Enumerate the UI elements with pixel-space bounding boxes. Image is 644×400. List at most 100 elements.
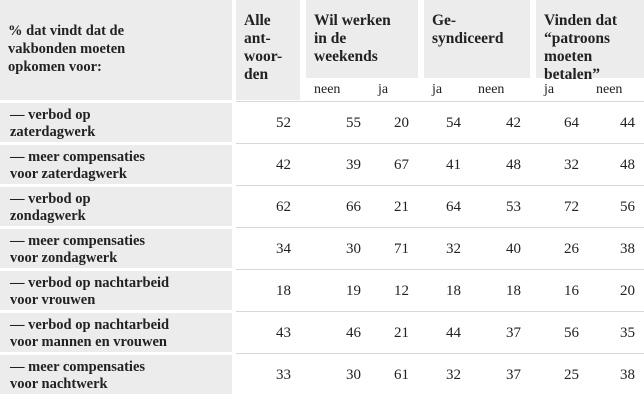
value-cell: 71 [394, 241, 409, 257]
column-header: Alle ant-woor-den [236, 0, 300, 100]
value-cell: 44 [620, 115, 635, 131]
row-label: — verbod op zondagwerk [0, 187, 232, 226]
column-header: Wil werken in de weekends [306, 0, 418, 78]
row-label: — verbod op zaterdagwerk [0, 103, 232, 142]
value-cell: 39 [346, 157, 361, 173]
value-cell: 18 [506, 283, 521, 299]
value-cell: 16 [564, 283, 579, 299]
row-label-text: — meer compensaties [10, 233, 146, 249]
row-label-text: voor vrouwen [10, 292, 96, 308]
value-cell: 35 [620, 325, 635, 341]
row-label-text: — verbod op nachtarbeid [10, 275, 170, 291]
sub-header: ja [378, 82, 389, 97]
column-header: Ge-syndiceerd [424, 0, 530, 78]
column-header-text: betalen” [544, 66, 600, 83]
value-cell: 48 [620, 157, 635, 173]
value-cell: 32 [446, 241, 461, 257]
value-cell: 41 [446, 157, 461, 173]
column-header-text: ant- [244, 30, 271, 47]
value-cell: 32 [564, 157, 579, 173]
value-cell: 46 [346, 325, 361, 341]
value-cell: 54 [446, 115, 461, 131]
value-cell: 18 [276, 283, 291, 299]
column-header-text: “patroons [544, 30, 611, 47]
row-label-text: voor zondagwerk [10, 250, 118, 266]
value-cell: 66 [346, 199, 361, 215]
row-label: — meer compensaties voor nachtwerk [0, 355, 232, 394]
column-header: Vinden dat “patroons moeten betalen” [536, 0, 644, 83]
value-cell: 56 [564, 325, 579, 341]
row-separator [236, 269, 644, 270]
value-cell: 56 [620, 199, 635, 215]
corner-text: vakbonden moeten [8, 41, 126, 57]
value-cell: 34 [276, 241, 291, 257]
value-cell: 25 [564, 367, 579, 383]
row-label-text: — meer compensaties [10, 149, 146, 165]
row-label-text: voor mannen en vrouwen [10, 334, 167, 350]
row-separator [236, 143, 644, 144]
sub-header: neen [478, 82, 505, 97]
value-cell: 19 [346, 283, 361, 299]
corner-text: opkomen voor: [8, 59, 102, 75]
value-cell: 30 [346, 367, 361, 383]
value-cell: 67 [394, 157, 409, 173]
value-cell: 43 [276, 325, 291, 341]
value-cell: 32 [446, 367, 461, 383]
row-separator [236, 353, 644, 354]
value-cell: 64 [564, 115, 579, 131]
row-label-text: voor nachtwerk [10, 376, 108, 392]
value-cell: 61 [394, 367, 409, 383]
row-label: — meer compensaties voor zondagwerk [0, 229, 232, 268]
row-label-text: zaterdagwerk [10, 124, 96, 140]
value-cell: 20 [620, 283, 635, 299]
value-cell: 72 [564, 199, 579, 215]
corner-text: % dat vindt dat de [8, 23, 125, 39]
value-cell: 55 [346, 115, 361, 131]
value-cell: 20 [394, 115, 409, 131]
value-cell: 53 [506, 199, 521, 215]
column-header-text: Wil werken [314, 12, 391, 29]
value-cell: 18 [446, 283, 461, 299]
row-label-text: — verbod op [10, 107, 91, 123]
value-cell: 48 [506, 157, 521, 173]
column-header-text: in de [314, 30, 347, 47]
value-cell: 12 [394, 283, 409, 299]
sub-header: ja [544, 82, 555, 97]
column-header-text: weekends [314, 48, 378, 65]
value-cell: 21 [394, 325, 409, 341]
row-label-text: — meer compensaties [10, 359, 146, 375]
value-cell: 21 [394, 199, 409, 215]
row-separator [236, 185, 644, 186]
row-label-text: — verbod op [10, 191, 91, 207]
value-cell: 42 [506, 115, 521, 131]
corner-header: % dat vindt dat de vakbonden moeten opkome… [0, 0, 232, 100]
column-header-text: Alle [244, 12, 271, 29]
row-label-text: voor zaterdagwerk [10, 166, 127, 182]
value-cell: 42 [276, 157, 291, 173]
sub-header: neen [314, 82, 341, 97]
value-cell: 44 [446, 325, 461, 341]
column-header-text: Ge- [432, 12, 457, 29]
value-cell: 40 [506, 241, 521, 257]
row-label: — verbod op nachtarbeid voor mannen en vr… [0, 313, 232, 352]
value-cell: 38 [620, 241, 635, 257]
value-cell: 52 [276, 115, 291, 131]
row-label: — meer compensaties voor zaterdagwerk [0, 145, 232, 184]
row-label: — verbod op nachtarbeid voor vrouwen [0, 271, 232, 310]
column-header-text: moeten [544, 48, 593, 65]
value-cell: 62 [276, 199, 291, 215]
sub-header: ja [432, 82, 443, 97]
value-cell: 64 [446, 199, 461, 215]
value-cell: 37 [506, 367, 521, 383]
row-label-text: zondagwerk [10, 208, 86, 224]
column-header-text: woor- [244, 48, 283, 65]
column-header-text: Vinden dat [544, 12, 618, 29]
row-separator [236, 227, 644, 228]
value-cell: 37 [506, 325, 521, 341]
value-cell: 33 [276, 367, 291, 383]
value-cell: 30 [346, 241, 361, 257]
row-separator [236, 311, 644, 312]
column-header-text: den [244, 66, 269, 83]
column-header-text: syndiceerd [432, 30, 504, 47]
